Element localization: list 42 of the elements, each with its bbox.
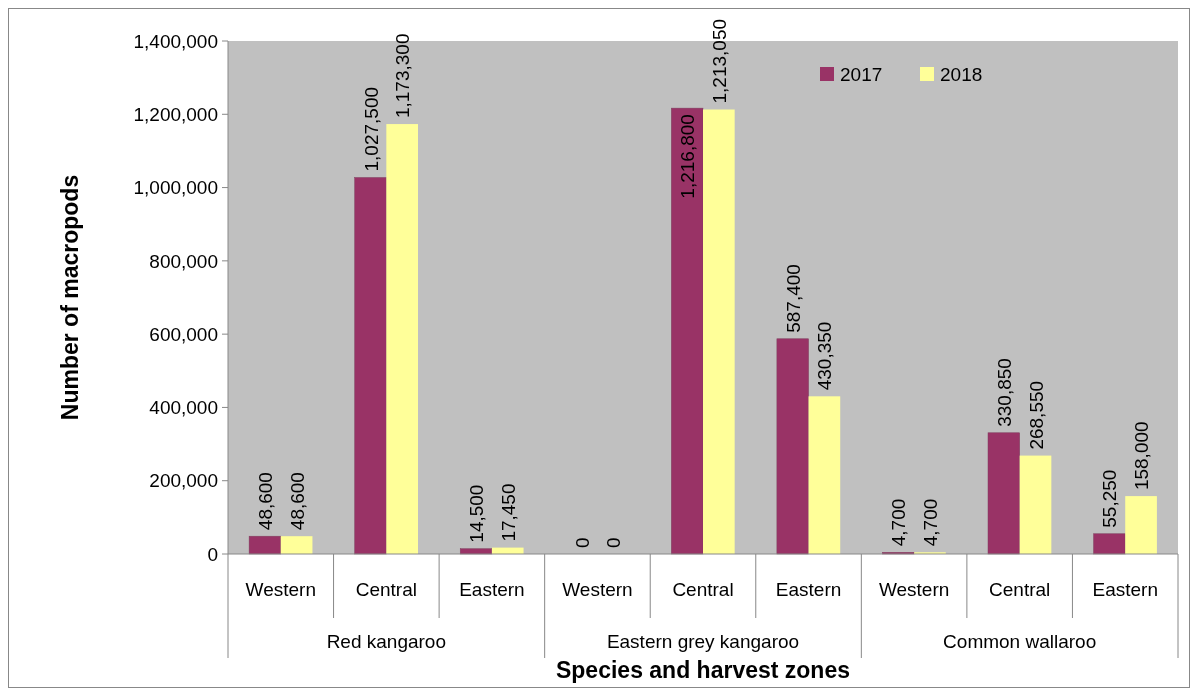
data-label: 48,600 <box>286 472 308 531</box>
x-tick-label: Western <box>878 579 950 600</box>
x-tick-label: Central <box>355 579 417 600</box>
data-label: 0 <box>571 537 593 548</box>
y-tick-label: 0 <box>207 543 218 565</box>
y-tick-label: 800,000 <box>149 250 218 272</box>
y-tick-label: 1,000,000 <box>133 177 218 199</box>
legend-label: 2018 <box>940 63 983 85</box>
data-label: 587,400 <box>782 264 804 333</box>
y-tick-label: 200,000 <box>149 470 218 492</box>
data-label: 0 <box>603 537 625 548</box>
x-tick-label: Western <box>245 579 316 600</box>
data-label: 55,250 <box>1099 469 1121 528</box>
legend-label: 2017 <box>840 63 883 85</box>
data-label: 158,000 <box>1131 421 1153 491</box>
data-label: 48,600 <box>254 472 276 531</box>
x-tick-label: Central <box>989 579 1051 600</box>
x-axis-title: Species and harvest zones <box>555 657 851 683</box>
data-label: 1,216,800 <box>677 114 699 199</box>
text: Common wallaroo <box>943 631 1097 652</box>
x-tick-label: Western <box>562 579 633 600</box>
x-tick-label: Eastern <box>1092 579 1158 600</box>
x-tick-label: Central <box>672 579 734 600</box>
data-label: 14,500 <box>466 484 488 543</box>
data-label: 4,700 <box>888 498 910 547</box>
data-label: 1,213,050 <box>708 18 730 104</box>
y-tick-label: 1,400,000 <box>133 30 218 52</box>
data-label: 1,027,500 <box>360 86 382 172</box>
data-label: 268,550 <box>1025 380 1047 450</box>
data-label: 17,450 <box>497 483 519 542</box>
y-tick-label: 1,200,000 <box>133 103 218 125</box>
text: Eastern grey kangaroo <box>606 631 800 652</box>
x-tick-label: Eastern <box>459 579 525 600</box>
data-label: 4,700 <box>919 498 941 547</box>
data-label: 430,350 <box>814 321 836 391</box>
y-tick-label: 400,000 <box>149 397 218 419</box>
y-axis-title: Number of macropods <box>57 174 83 421</box>
text: Red kangaroo <box>326 631 447 652</box>
y-tick-label: 600,000 <box>149 323 218 345</box>
data-label: 330,850 <box>993 358 1015 427</box>
data-label: 1,173,300 <box>392 33 414 119</box>
x-tick-label: Eastern <box>775 579 842 600</box>
